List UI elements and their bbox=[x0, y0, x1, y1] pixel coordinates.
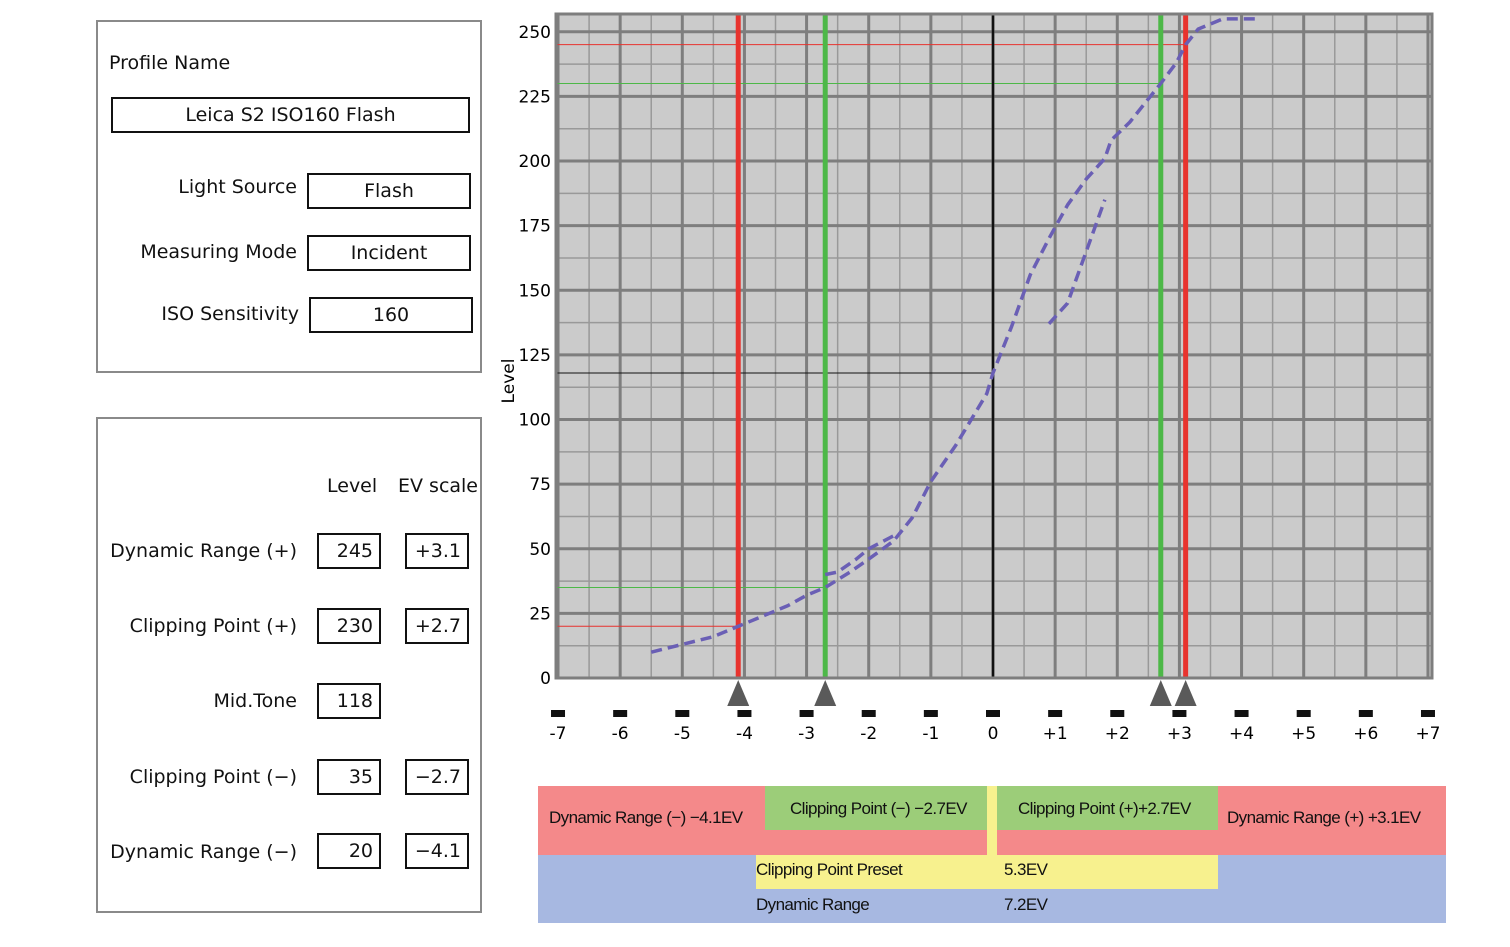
dynamic-range-plus-ev[interactable]: +3.1 bbox=[405, 533, 469, 569]
light-source-field[interactable]: Flash bbox=[307, 173, 471, 209]
y-tick-label: 150 bbox=[519, 281, 551, 301]
measuring-mode-label: Measuring Mode bbox=[140, 241, 297, 263]
x-axis-ticks: -7 -6 -5 -4 -3 -2 -1 0 +1 +2 +3 +4 +5 +6 +7 bbox=[550, 710, 1441, 744]
ev-scale-header: EV scale bbox=[398, 475, 478, 497]
x-tick-mark bbox=[799, 710, 814, 717]
level-header: Level bbox=[327, 475, 378, 497]
plot-border bbox=[554, 12, 1434, 680]
band-cp-preset bbox=[756, 855, 1218, 889]
x-tick-mark bbox=[1296, 710, 1311, 717]
x-tick-mark bbox=[613, 710, 628, 717]
x-tick-label: +6 bbox=[1353, 724, 1378, 744]
y-tick-label: 175 bbox=[519, 217, 551, 237]
dynamic-range-minus-ev[interactable]: −4.1 bbox=[405, 833, 469, 869]
profile-panel: Profile Name Leica S2 ISO160 Flash Light… bbox=[96, 20, 482, 373]
marker-handle-clipping-point-minus bbox=[814, 680, 837, 706]
summary-bands bbox=[538, 786, 1446, 923]
x-tick-mark bbox=[1110, 710, 1125, 717]
y-tick-label: 250 bbox=[519, 23, 551, 43]
x-tick-mark bbox=[923, 710, 938, 717]
cp-plus-text: Clipping Point (+)+2.7EV bbox=[1018, 799, 1191, 818]
y-tick-label: 225 bbox=[519, 87, 551, 107]
marker-handle-clipping-point-plus bbox=[1149, 680, 1172, 706]
y-axis-ticks: 0 25 50 75 100 125 150 175 200 225 250 bbox=[519, 23, 551, 689]
y-tick-label: 100 bbox=[519, 411, 551, 431]
x-tick-label: -6 bbox=[612, 724, 629, 744]
x-tick-label: +3 bbox=[1167, 724, 1192, 744]
x-tick-mark bbox=[1234, 710, 1249, 717]
clipping-point-minus-ev[interactable]: −2.7 bbox=[405, 759, 469, 795]
response-curve-secondary-upper bbox=[1047, 199, 1107, 326]
x-tick-label: 0 bbox=[988, 724, 999, 744]
dynamic-range-minus-label: Dynamic Range (−) bbox=[110, 841, 297, 863]
y-tick-label: 75 bbox=[529, 475, 551, 495]
x-tick-label: -2 bbox=[860, 724, 877, 744]
y-tick-label: 0 bbox=[540, 669, 551, 689]
marker-handle-dynamic-range-plus bbox=[1174, 680, 1197, 706]
x-tick-mark bbox=[986, 710, 1000, 717]
x-tick-mark bbox=[675, 710, 690, 717]
level-guides bbox=[556, 44, 1186, 627]
x-tick-label: -1 bbox=[922, 724, 939, 744]
y-axis-label: Level bbox=[499, 359, 519, 404]
y-tick-label: 200 bbox=[519, 152, 551, 172]
iso-sensitivity-field[interactable]: 160 bbox=[309, 297, 473, 333]
y-tick-label: 125 bbox=[519, 346, 551, 366]
x-tick-mark bbox=[1358, 710, 1373, 717]
clipping-point-minus-level[interactable]: 35 bbox=[317, 759, 381, 795]
x-tick-mark bbox=[861, 710, 876, 717]
marker-handles bbox=[727, 680, 1197, 706]
x-tick-label: -4 bbox=[736, 724, 753, 744]
x-tick-label: +2 bbox=[1105, 724, 1130, 744]
band-dr-plus bbox=[1218, 786, 1446, 855]
cp-preset-label: Clipping Point Preset bbox=[756, 860, 903, 879]
dynamic-range-label: Dynamic Range bbox=[756, 895, 870, 914]
band-cp-minus bbox=[765, 786, 987, 830]
x-tick-label: +7 bbox=[1415, 724, 1440, 744]
x-tick-label: -5 bbox=[674, 724, 691, 744]
dr-minus-text: Dynamic Range (−) −4.1EV bbox=[549, 808, 743, 827]
x-tick-label: +5 bbox=[1291, 724, 1316, 744]
x-tick-mark bbox=[1048, 710, 1063, 717]
x-tick-label: -7 bbox=[550, 724, 567, 744]
x-tick-mark bbox=[737, 710, 752, 717]
band-cp-plus bbox=[997, 786, 1218, 830]
clipping-point-plus-level[interactable]: 230 bbox=[317, 608, 381, 644]
clipping-point-plus-ev[interactable]: +2.7 bbox=[405, 608, 469, 644]
response-curves bbox=[650, 17, 1261, 654]
x-tick-mark bbox=[1172, 710, 1187, 717]
x-tick-label: +1 bbox=[1043, 724, 1068, 744]
marker-handle-dynamic-range-minus bbox=[727, 680, 750, 706]
x-tick-mark bbox=[1420, 710, 1435, 717]
dynamic-range-value: 7.2EV bbox=[1004, 895, 1048, 914]
clipping-point-plus-label: Clipping Point (+) bbox=[129, 615, 297, 637]
clipping-point-minus-label: Clipping Point (−) bbox=[129, 766, 297, 788]
profile-name-label: Profile Name bbox=[109, 52, 231, 74]
dynamic-range-minus-level[interactable]: 20 bbox=[317, 833, 381, 869]
profile-name-field[interactable]: Leica S2 ISO160 Flash bbox=[111, 97, 470, 133]
dynamic-range-plus-label: Dynamic Range (+) bbox=[110, 540, 297, 562]
mid-tone-level[interactable]: 118 bbox=[317, 683, 381, 719]
cp-minus-text: Clipping Point (−) −2.7EV bbox=[790, 799, 967, 818]
mid-tone-label: Mid.Tone bbox=[213, 690, 297, 712]
values-panel: Level EV scale Dynamic Range (+) 245 +3.… bbox=[96, 417, 482, 913]
x-tick-label: +4 bbox=[1229, 724, 1254, 744]
x-tick-label: -3 bbox=[798, 724, 815, 744]
y-tick-label: 50 bbox=[529, 540, 551, 560]
ev-markers bbox=[735, 14, 1189, 678]
band-dr-minus bbox=[538, 786, 765, 855]
response-curve bbox=[650, 17, 1261, 654]
response-curve-secondary-lower bbox=[824, 534, 895, 577]
iso-sensitivity-label: ISO Sensitivity bbox=[161, 303, 299, 325]
dr-plus-text: Dynamic Range (+) +3.1EV bbox=[1227, 808, 1421, 827]
measuring-mode-field[interactable]: Incident bbox=[307, 235, 471, 271]
y-tick-label: 25 bbox=[529, 604, 551, 624]
x-tick-mark bbox=[551, 710, 566, 717]
light-source-label: Light Source bbox=[178, 176, 297, 198]
dynamic-range-plus-level[interactable]: 245 bbox=[317, 533, 381, 569]
cp-preset-value: 5.3EV bbox=[1004, 860, 1048, 879]
